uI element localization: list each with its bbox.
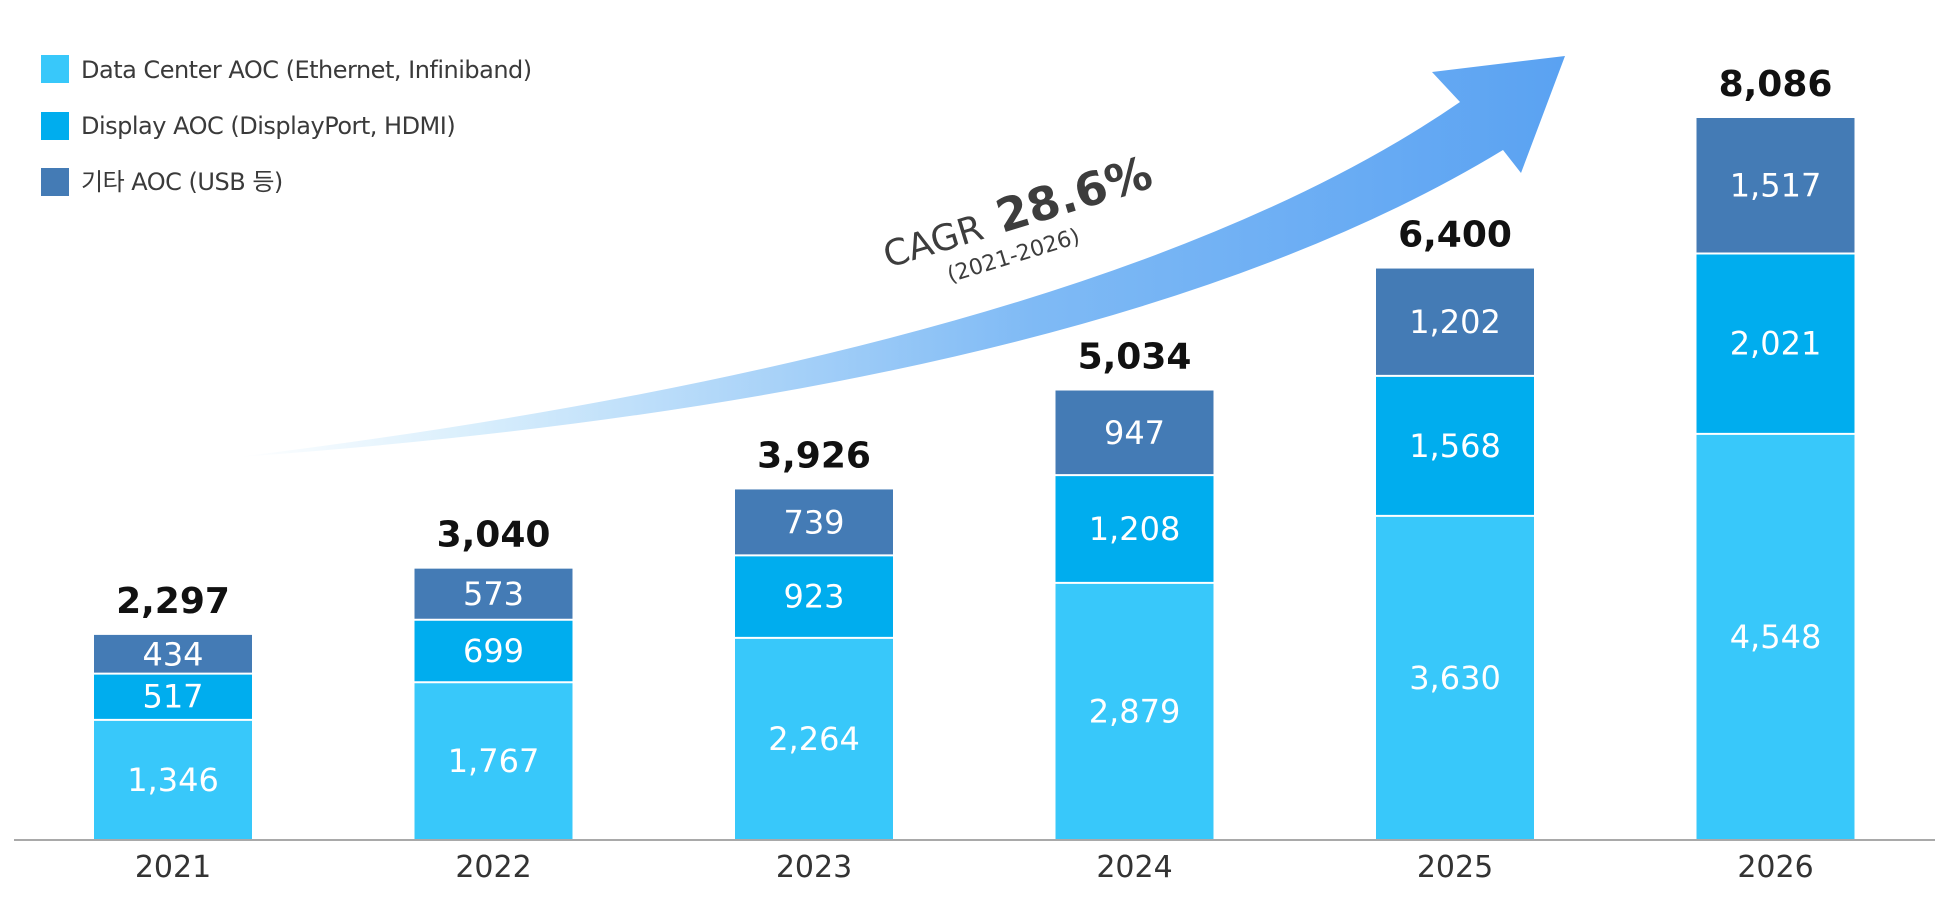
legend-item-display: Display AOC (DisplayPort, HDMI) [41, 112, 456, 140]
legend-item-other: 기타 AOC (USB 등) [41, 168, 283, 196]
x-tick-2025: 2025 [1417, 850, 1493, 885]
bar-data-center-2025 [1376, 515, 1534, 840]
bar-display-2023 [735, 555, 893, 638]
total-label-2021: 2,297 [116, 581, 230, 622]
label-other-2024: 947 [1104, 414, 1165, 452]
bar-data-center-2021 [94, 719, 252, 840]
x-tick-2026: 2026 [1737, 850, 1813, 885]
total-label-2022: 3,040 [437, 515, 551, 556]
bar-data-center-2023 [735, 637, 893, 840]
label-display-2021: 517 [142, 678, 203, 716]
label-data-center-2024: 2,879 [1089, 692, 1181, 730]
label-display-2024: 1,208 [1089, 510, 1181, 548]
total-label-2023: 3,926 [757, 435, 871, 476]
bar-data-center-2024 [1055, 582, 1214, 840]
total-label-2024: 5,034 [1078, 337, 1192, 378]
label-data-center-2021: 1,346 [127, 761, 219, 799]
label-display-2026: 2,021 [1730, 325, 1822, 363]
label-other-2021: 434 [142, 635, 203, 673]
label-other-2023: 739 [783, 503, 844, 541]
bar-other-2022 [414, 568, 573, 620]
bar-display-2021 [94, 673, 252, 720]
bar-other-2023 [735, 489, 893, 556]
label-other-2026: 1,517 [1730, 167, 1822, 205]
legend-label-display: Display AOC (DisplayPort, HDMI) [81, 112, 455, 140]
bar-other-2024 [1055, 390, 1214, 476]
legend-label-other: 기타 AOC (USB 등) [81, 168, 283, 196]
label-data-center-2026: 4,548 [1730, 618, 1822, 656]
label-other-2025: 1,202 [1409, 303, 1501, 341]
bar-display-2026 [1696, 253, 1855, 434]
legend-swatch-other [41, 168, 69, 196]
label-display-2025: 1,568 [1409, 427, 1501, 465]
x-tick-2023: 2023 [776, 850, 852, 885]
bar-display-2024 [1055, 475, 1214, 583]
x-tick-2022: 2022 [455, 850, 531, 885]
label-other-2022: 573 [463, 575, 524, 613]
x-tick-2021: 2021 [135, 850, 211, 885]
bar-data-center-2022 [414, 682, 573, 840]
label-display-2023: 923 [783, 578, 844, 616]
label-data-center-2025: 3,630 [1409, 659, 1501, 697]
legend-swatch-data-center [41, 55, 69, 83]
total-label-2025: 6,400 [1398, 215, 1512, 256]
bar-display-2025 [1376, 375, 1534, 516]
label-data-center-2023: 2,264 [768, 720, 860, 758]
legend: Data Center AOC (Ethernet, Infiniband) D… [41, 55, 532, 196]
bar-other-2026 [1696, 118, 1855, 254]
bar-other-2025 [1376, 268, 1534, 376]
legend-label-data-center: Data Center AOC (Ethernet, Infiniband) [81, 56, 532, 84]
legend-swatch-display [41, 112, 69, 140]
x-tick-2024: 2024 [1096, 850, 1172, 885]
legend-item-data-center: Data Center AOC (Ethernet, Infiniband) [41, 55, 532, 84]
bar-other-2021 [94, 634, 252, 674]
total-label-2026: 8,086 [1719, 64, 1833, 105]
label-display-2022: 699 [463, 632, 524, 670]
x-axis-ticks: 2021 2022 2023 2024 2025 2026 [135, 850, 1814, 885]
bar-data-center-2026 [1696, 433, 1855, 840]
label-data-center-2022: 1,767 [448, 742, 540, 780]
bars-layer: 1,346 517 434 2,297 1,767 699 573 3,040 2,264 923… [94, 64, 1855, 840]
bar-display-2022 [414, 619, 573, 683]
